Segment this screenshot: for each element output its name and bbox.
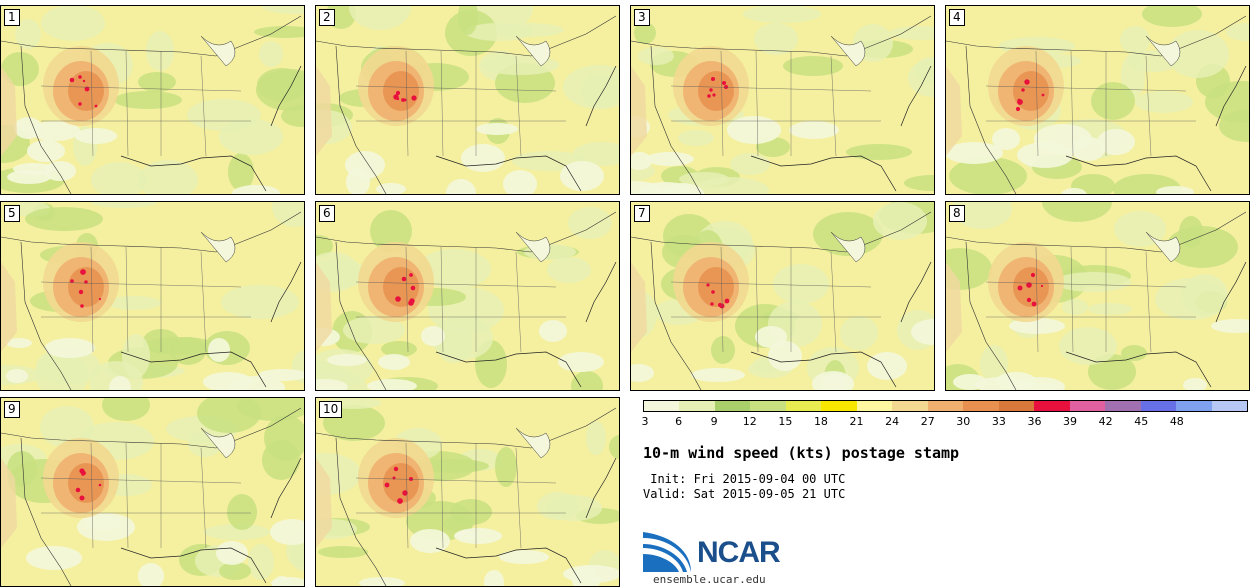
colorbar-segment <box>1211 401 1247 411</box>
colorbar-segment <box>714 401 751 411</box>
panel-label: 3 <box>634 9 650 26</box>
colorbar-tick: 45 <box>1134 415 1149 428</box>
panel-label: 8 <box>949 205 965 222</box>
map-panel-3: 3 <box>630 5 935 195</box>
map-panel-5: 5 <box>0 201 305 391</box>
colorbar-tick: 30 <box>956 415 971 428</box>
colorbar-segment <box>821 401 857 411</box>
panel-label: 10 <box>319 401 343 418</box>
colorbar-tick: 24 <box>885 415 900 428</box>
colorbar-tick: 3 <box>641 415 649 428</box>
panel-label: 7 <box>634 205 650 222</box>
panel-label: 5 <box>4 205 20 222</box>
init-time: Init: Fri 2015-09-04 00 UTC <box>643 472 846 486</box>
map-panel-4: 4 <box>945 5 1250 195</box>
colorbar: 3 6 9 12 15 18 21 24 27 30 33 36 39 42 45 48 <box>641 400 1248 430</box>
map-panel-9: 9 <box>0 397 305 587</box>
colorbar-tick: 18 <box>813 415 828 428</box>
panel-label: 2 <box>319 9 335 26</box>
colorbar-segment <box>1105 401 1141 411</box>
panel-label: 4 <box>949 9 965 26</box>
colorbar-segment <box>785 401 822 411</box>
colorbar-tick: 15 <box>778 415 793 428</box>
colorbar-segment <box>963 401 999 411</box>
map-panel-2: 2 <box>315 5 620 195</box>
colorbar-strip <box>643 400 1248 412</box>
colorbar-segment <box>856 401 893 411</box>
map-panel-1: 1 <box>0 5 305 195</box>
map-panel-8: 8 <box>945 201 1250 391</box>
colorbar-tick: 21 <box>849 415 864 428</box>
colorbar-tick: 48 <box>1169 415 1184 428</box>
colorbar-tick: 12 <box>742 415 757 428</box>
colorbar-tick: 27 <box>920 415 935 428</box>
colorbar-tick: 9 <box>710 415 718 428</box>
panel-label: 9 <box>4 401 20 418</box>
ncar-logo-icon <box>643 532 691 572</box>
colorbar-segment <box>644 401 680 411</box>
colorbar-tick: 33 <box>991 415 1006 428</box>
colorbar-segment <box>679 401 715 411</box>
panel-label: 1 <box>4 9 20 26</box>
site-url: ensemble.ucar.edu <box>653 573 766 586</box>
map-panel-7: 7 <box>630 201 935 391</box>
colorbar-tick: 42 <box>1098 415 1113 428</box>
colorbar-segment <box>1034 401 1070 411</box>
colorbar-segment <box>892 401 928 411</box>
figure-title: 10-m wind speed (kts) postage stamp <box>643 444 960 462</box>
ncar-logo-text: NCAR <box>697 536 781 569</box>
colorbar-tick: 36 <box>1027 415 1042 428</box>
panel-label: 6 <box>319 205 335 222</box>
map-panel-6: 6 <box>315 201 620 391</box>
map-panel-10: 10 <box>315 397 620 587</box>
colorbar-segment <box>927 401 964 411</box>
colorbar-segment <box>1176 401 1212 411</box>
colorbar-segment <box>1140 401 1177 411</box>
valid-time: Valid: Sat 2015-09-05 21 UTC <box>643 487 846 501</box>
colorbar-segment <box>1069 401 1106 411</box>
colorbar-segment <box>750 401 786 411</box>
colorbar-segment <box>998 401 1035 411</box>
colorbar-tick: 39 <box>1063 415 1078 428</box>
colorbar-tick: 6 <box>675 415 683 428</box>
